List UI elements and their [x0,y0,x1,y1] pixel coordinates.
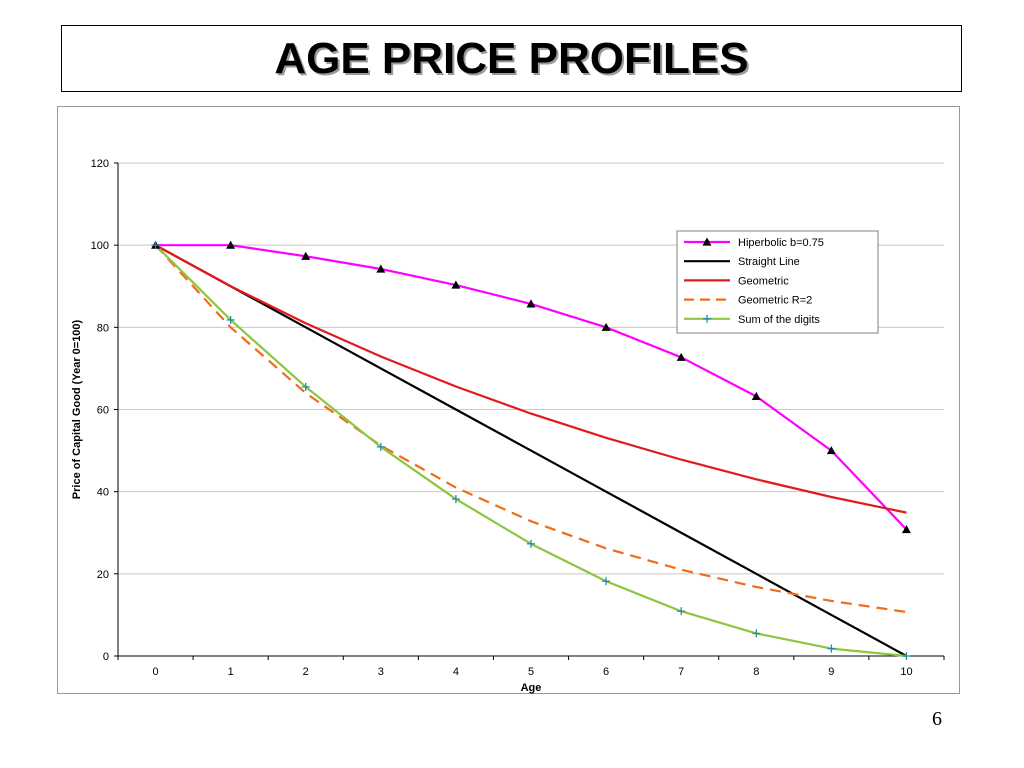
legend-item-straight-line: Straight Line [684,256,800,268]
legend-item-geometric: Geometric [684,275,789,287]
marker-hiperbolic-b-0-75 [901,524,911,534]
x-tick-label: 3 [378,666,384,678]
x-tick-label: 8 [753,666,759,678]
marker-hiperbolic-b-0-75 [676,352,686,361]
gridlines [118,162,944,575]
marker-sum-of-the-digits [827,644,836,653]
y-tick-labels: 0 20 40 60 80 100 120 [91,158,109,663]
marker-sum-of-the-digits [902,652,911,660]
chart-frame: 0 20 40 60 80 100 120 0 1 2 3 4 5 6 7 8 9 10 Age Price o… [57,106,960,694]
legend-item-sum-of-the-digits: Sum of the digits [684,314,820,326]
slide-number: 6 [932,708,942,730]
marker-sum-of-the-digits [151,241,160,250]
legend-item-hiperbolic-b-0-75: Hiperbolic b=0.75 [684,237,824,249]
legend-label: Sum of the digits [738,314,820,326]
x-tick-label: 10 [900,666,912,678]
marker-hiperbolic-b-0-75 [751,391,761,400]
y-tick-label: 100 [91,240,109,252]
x-tick-label: 2 [303,666,309,678]
marker-sum-of-the-digits [602,577,611,586]
marker-sum-of-the-digits [752,629,761,638]
marker-sum-of-the-digits [677,607,686,616]
x-tick-label: 1 [228,666,234,678]
x-tick-label: 4 [453,666,459,678]
line-chart: 0 20 40 60 80 100 120 0 1 2 3 4 5 6 7 8 9 10 Age Price o… [71,158,945,694]
marker-hiperbolic-b-0-75 [526,299,536,308]
x-tick-label: 0 [152,666,158,678]
legend-label: Straight Line [738,256,800,268]
marker-hiperbolic-b-0-75 [301,251,311,260]
y-tick-label: 120 [91,158,109,170]
x-tick-label: 9 [828,666,834,678]
marker-hiperbolic-b-0-75 [226,240,236,249]
legend-item-geometric-r-2: Geometric R=2 [684,295,812,307]
x-axis-title: Age [521,682,542,694]
x-tick-label: 5 [528,666,534,678]
marker-sum-of-the-digits [527,539,535,548]
marker-sum-of-the-digits [301,382,310,391]
marker-hiperbolic-b-0-75 [376,264,386,273]
legend-box [676,230,879,334]
marker-sum-of-the-digits [226,315,235,324]
y-tick-label: 0 [103,651,109,663]
legend-label: Geometric R=2 [738,295,812,307]
title-box: AGE PRICE PROFILES [61,25,962,92]
x-tick-label: 7 [678,666,684,678]
series-line-geometric [155,244,907,514]
marker-sum-of-the-digits [376,442,385,451]
axes [114,162,945,660]
marker-hiperbolic-b-0-75 [601,322,611,331]
series-markers [151,240,911,660]
marker-sum-of-the-digits [451,495,460,504]
x-tick-label: 6 [603,666,609,678]
y-tick-label: 20 [97,569,109,581]
legend-label: Geometric [738,275,789,287]
y-axis-title: Price of Capital Good (Year 0=100) [71,319,83,499]
marker-hiperbolic-b-0-75 [826,446,836,455]
marker-hiperbolic-b-0-75 [451,280,461,289]
legend: Hiperbolic b=0.75 Straight Line Geometric G… [676,230,879,334]
legend-marker [702,237,712,246]
slide-title: AGE PRICE PROFILES [274,33,749,83]
y-tick-label: 80 [97,322,109,334]
y-tick-label: 40 [97,487,109,499]
x-tick-labels: 0 1 2 3 4 5 6 7 8 9 10 [152,666,912,678]
legend-label: Hiperbolic b=0.75 [738,237,824,249]
series-line-straight-line [155,244,907,657]
series-line-geometric-r-2 [154,244,907,614]
y-tick-label: 60 [97,405,109,417]
